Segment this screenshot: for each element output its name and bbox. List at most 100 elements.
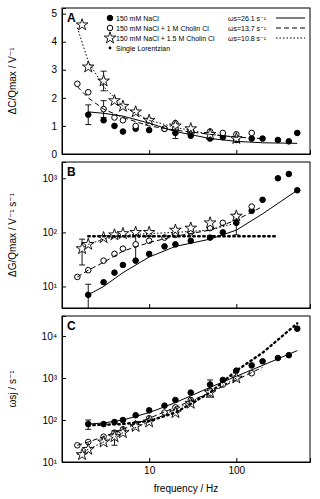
data-point <box>120 129 126 135</box>
y-tick-label: 10³ <box>43 173 58 184</box>
y-tick-label: 10² <box>43 415 58 426</box>
data-point <box>112 123 118 129</box>
y-tick: 5 <box>51 8 66 19</box>
legend-symbol <box>107 15 113 21</box>
y-tick: 3 <box>51 64 66 75</box>
panel-title: C <box>67 319 76 333</box>
y-tick-label: 2 <box>51 93 57 104</box>
y-tick-mark <box>62 154 66 155</box>
data-point <box>249 363 255 369</box>
error-bar-cap <box>85 124 91 125</box>
x-tick <box>236 150 237 154</box>
data-point <box>185 222 197 233</box>
panel-title: B <box>67 165 76 179</box>
x-tick-label: 10 <box>144 465 156 476</box>
error-bar-cap <box>101 71 107 72</box>
data-point <box>294 326 300 332</box>
error-bar <box>85 105 91 125</box>
x-tick-label: 100 <box>228 465 245 476</box>
data-point <box>75 81 81 87</box>
error-bar-cap <box>133 260 139 261</box>
data-point <box>146 238 152 244</box>
y-tick: 10² <box>43 415 66 426</box>
legend: 150 mM NaCl150 mM NaCl + 1 M Cholin Cl15… <box>104 15 305 53</box>
panel: 012345AΔC/Qmax / V⁻¹150 mM NaCl150 mM Na… <box>7 8 311 160</box>
fit-line <box>88 112 297 143</box>
fit-line <box>77 207 262 277</box>
data-point <box>146 127 152 133</box>
error-bar-cap <box>85 284 91 285</box>
plot-area <box>75 19 301 144</box>
y-tick-label: 4 <box>51 36 57 47</box>
y-tick: 0 <box>51 149 66 160</box>
error-bar-cap <box>101 90 107 91</box>
data-point <box>101 279 107 285</box>
data-point <box>220 130 226 136</box>
legend-line <box>276 18 305 19</box>
data-point <box>120 262 126 268</box>
x-axis-title: frequency / Hz <box>154 483 218 494</box>
error-bar-cap <box>101 100 107 101</box>
fit-line <box>77 378 236 455</box>
error-bar <box>133 235 139 261</box>
data-point <box>162 244 168 250</box>
data-point <box>170 224 182 235</box>
y-tick: 10¹ <box>43 281 66 292</box>
data-point <box>286 171 292 177</box>
y-tick-label: 10¹ <box>43 457 58 468</box>
x-tick-mark <box>236 150 237 154</box>
y-tick-label: 10⁴ <box>42 331 57 342</box>
y-tick-label: 1 <box>51 121 57 132</box>
fit-line <box>88 223 236 245</box>
data-point <box>294 187 300 193</box>
x-axis-line <box>63 304 311 309</box>
y-tick-label: 0 <box>51 149 57 160</box>
panel-title: A <box>67 11 76 25</box>
legend-line <box>276 38 305 39</box>
figure: 012345AΔC/Qmax / V⁻¹150 mM NaCl150 mM Na… <box>0 0 320 499</box>
data-point <box>82 443 94 454</box>
y-tick-mark <box>62 14 66 15</box>
legend-symbol <box>104 32 116 43</box>
data-point <box>294 130 300 136</box>
data-point <box>98 436 110 447</box>
fit-line <box>77 367 262 445</box>
y-tick-mark <box>62 462 66 463</box>
error-bar-stem <box>135 235 136 261</box>
y-axis-line <box>63 9 67 155</box>
y-tick-mark <box>62 126 66 127</box>
legend-label: ωs=26.1 s⁻¹ <box>228 15 267 22</box>
x-tick <box>236 304 237 308</box>
data-point <box>98 75 110 86</box>
x-tick-mark <box>149 304 150 308</box>
panel: 10¹10²10³BΔG/Qmax / V⁻¹ s⁻¹ <box>7 162 311 315</box>
legend-label: 150 mM NaCl + 1.5 M Cholin Cl <box>116 35 215 42</box>
error-bar-cap <box>172 138 178 139</box>
error-bar-cap <box>85 104 91 105</box>
x-axis <box>63 304 311 309</box>
legend-label: ωs=10.8 s⁻¹ <box>228 35 267 42</box>
data-point <box>82 61 94 72</box>
data-point <box>109 229 121 240</box>
x-axis <box>63 150 311 155</box>
data-point <box>85 112 91 118</box>
x-tick-mark <box>149 458 150 462</box>
data-point <box>85 89 91 95</box>
y-tick: 4 <box>51 36 66 47</box>
y-tick: 10² <box>43 227 66 238</box>
y-tick: 10³ <box>43 373 66 384</box>
lorentzian-line <box>88 323 297 425</box>
y-tick-mark <box>62 232 66 233</box>
plot-frame <box>62 8 310 154</box>
error-bar-cap <box>79 264 85 265</box>
legend-label: 150 mM NaCl + 1 M Cholin Cl <box>116 25 209 32</box>
y-axis: 0 1 2 3 4 5 <box>51 8 66 159</box>
data-point <box>275 137 281 143</box>
y-axis: 10¹ 10² 10³ <box>43 163 66 309</box>
y-axis-line <box>63 317 67 463</box>
fit-line <box>88 190 297 295</box>
data-point <box>249 204 255 210</box>
fit-line <box>77 87 262 139</box>
data-point <box>133 123 139 129</box>
plot-frame <box>62 316 310 462</box>
